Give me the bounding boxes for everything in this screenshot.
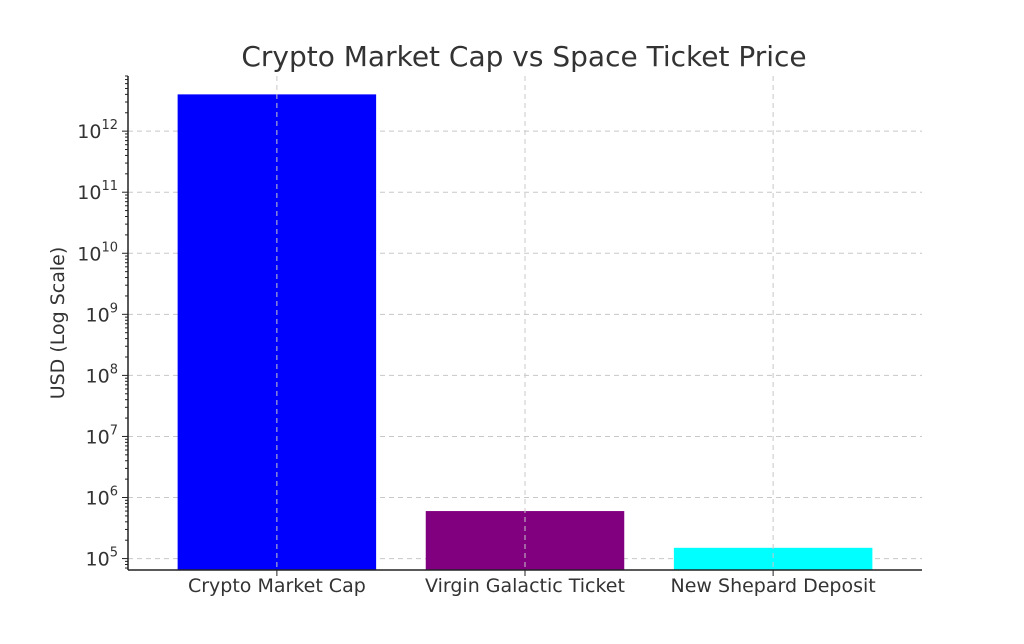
y-tick-base: 10 bbox=[86, 426, 110, 448]
x-tick-label: Virgin Galactic Ticket bbox=[425, 575, 625, 597]
y-tick-exponent: 7 bbox=[110, 423, 118, 438]
y-tick-label: 109 bbox=[86, 301, 118, 326]
y-axis-label: USD (Log Scale) bbox=[47, 247, 69, 400]
chart-title: Crypto Market Cap vs Space Ticket Price bbox=[241, 40, 806, 73]
y-tick-exponent: 11 bbox=[101, 179, 118, 194]
y-tick-label: 1012 bbox=[77, 118, 118, 143]
x-tick-label: New Shepard Deposit bbox=[671, 575, 876, 597]
y-tick-base: 10 bbox=[86, 365, 110, 387]
y-tick-label: 106 bbox=[86, 485, 118, 510]
y-tick-exponent: 5 bbox=[110, 546, 118, 561]
y-tick-label: 105 bbox=[86, 546, 118, 571]
y-tick-label: 108 bbox=[86, 362, 118, 387]
bar-new-shepard-deposit bbox=[673, 547, 873, 570]
y-tick-exponent: 9 bbox=[110, 301, 118, 316]
x-tick-layer: Crypto Market Cap Virgin Galactic Ticket N… bbox=[188, 570, 876, 597]
y-tick-base: 10 bbox=[77, 243, 101, 265]
y-tick-label: 107 bbox=[86, 423, 118, 448]
y-tick-label: 1011 bbox=[77, 179, 118, 204]
y-tick-exponent: 10 bbox=[101, 240, 118, 255]
y-tick-base: 10 bbox=[77, 121, 101, 143]
y-tick-exponent: 8 bbox=[110, 362, 118, 377]
y-tick-exponent: 12 bbox=[101, 118, 118, 133]
x-tick-label: Crypto Market Cap bbox=[188, 575, 366, 597]
vertical-grid-layer bbox=[276, 76, 774, 570]
y-tick-exponent: 6 bbox=[110, 485, 118, 500]
y-tick-base: 10 bbox=[77, 182, 101, 204]
y-tick-label: 1010 bbox=[77, 240, 118, 265]
y-tick-base: 10 bbox=[86, 549, 110, 571]
y-tick-base: 10 bbox=[86, 488, 110, 510]
y-tick-base: 10 bbox=[86, 304, 110, 326]
